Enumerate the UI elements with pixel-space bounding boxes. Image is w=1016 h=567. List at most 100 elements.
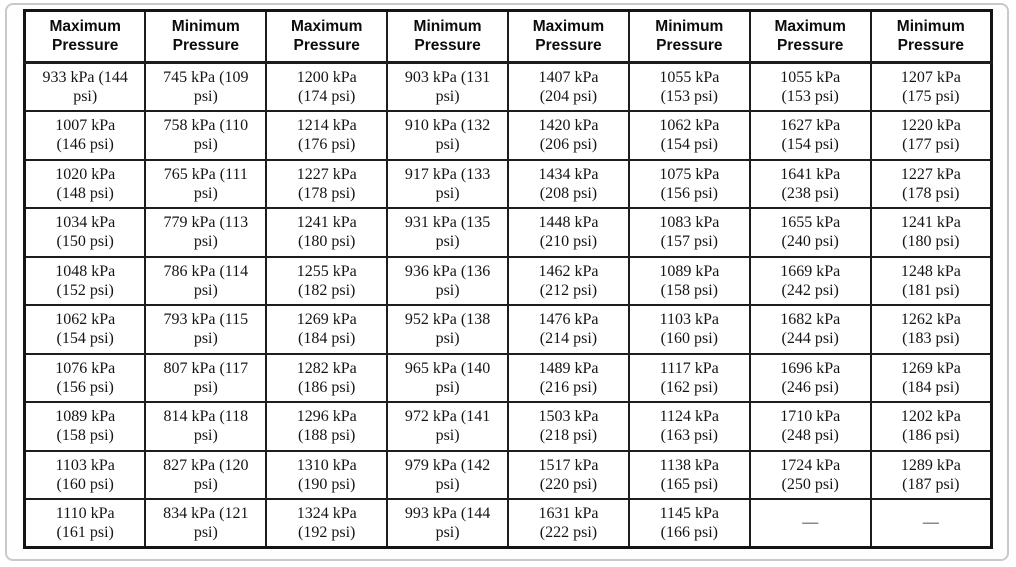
column-header: Minimum Pressure: [869, 9, 993, 64]
table-cell: 1241 kPa (180 psi): [265, 207, 389, 258]
table-row: 1034 kPa (150 psi) 779 kPa (113 psi) 1241 …: [23, 207, 993, 258]
column-header: Maximum Pressure: [507, 9, 630, 64]
table-cell: 1227 kPa (178 psi): [265, 158, 389, 209]
table-cell: 1207 kPa (175 psi): [869, 61, 993, 112]
table-cell: 1202 kPa (186 psi): [869, 401, 993, 452]
table-cell: 1062 kPa (154 psi): [23, 304, 147, 355]
table-cell: 1062 kPa (154 psi): [627, 110, 751, 161]
table-cell: —: [748, 498, 872, 549]
table-cell: 786 kPa (114 psi): [144, 255, 268, 306]
table-cell: 814 kPa (118 psi): [144, 401, 268, 452]
table-cell: 965 kPa (140 psi): [386, 352, 509, 403]
table-cell: —: [869, 498, 993, 549]
table-cell: 1503 kPa (218 psi): [507, 401, 630, 452]
table-cell: 933 kPa (144 psi): [23, 61, 147, 112]
table-cell: 1007 kPa (146 psi): [23, 110, 147, 161]
table-cell: 1103 kPa (160 psi): [23, 449, 147, 500]
table-row: 1007 kPa (146 psi) 758 kPa (110 psi) 1214 …: [23, 110, 993, 161]
table-cell: 834 kPa (121 psi): [144, 498, 268, 549]
table-cell: 765 kPa (111 psi): [144, 158, 268, 209]
table-cell: 1076 kPa (156 psi): [23, 352, 147, 403]
table-cell: 1241 kPa (180 psi): [869, 207, 993, 258]
table-cell: 779 kPa (113 psi): [144, 207, 268, 258]
table-cell: 903 kPa (131 psi): [386, 61, 509, 112]
header-row: Maximum Pressure Minimum Pressure Maximum …: [23, 9, 993, 64]
table-cell: 807 kPa (117 psi): [144, 352, 268, 403]
column-header: Maximum Pressure: [23, 9, 147, 64]
table-row: 1020 kPa (148 psi) 765 kPa (111 psi) 1227 …: [23, 158, 993, 209]
table-row: 1062 kPa (154 psi) 793 kPa (115 psi) 1269 …: [23, 304, 993, 355]
table-cell: 1255 kPa (182 psi): [265, 255, 389, 306]
table-cell: 1476 kPa (214 psi): [507, 304, 630, 355]
table-cell: 1124 kPa (163 psi): [627, 401, 751, 452]
table-cell: 1434 kPa (208 psi): [507, 158, 630, 209]
table-cell: 1631 kPa (222 psi): [507, 498, 630, 549]
column-header: Minimum Pressure: [386, 9, 509, 64]
table-row: 1076 kPa (156 psi) 807 kPa (117 psi) 1282 …: [23, 352, 993, 403]
table-cell: 1407 kPa (204 psi): [507, 61, 630, 112]
table-row: 1048 kPa (152 psi) 786 kPa (114 psi) 1255 …: [23, 255, 993, 306]
table-row: 1110 kPa (161 psi) 834 kPa (121 psi) 1324 …: [23, 498, 993, 549]
table-cell: 972 kPa (141 psi): [386, 401, 509, 452]
table-cell: 1083 kPa (157 psi): [627, 207, 751, 258]
table-cell: 1641 kPa (238 psi): [748, 158, 872, 209]
table-cell: 1075 kPa (156 psi): [627, 158, 751, 209]
table-cell: 1214 kPa (176 psi): [265, 110, 389, 161]
table-cell: 1248 kPa (181 psi): [869, 255, 993, 306]
table-row: 933 kPa (144 psi) 745 kPa (109 psi) 1200 k…: [23, 61, 993, 112]
column-header: Maximum Pressure: [265, 9, 389, 64]
table-cell: 1048 kPa (152 psi): [23, 255, 147, 306]
table-cell: 1682 kPa (244 psi): [748, 304, 872, 355]
table-row: 1103 kPa (160 psi) 827 kPa (120 psi) 1310 …: [23, 449, 993, 500]
table-cell: 1055 kPa (153 psi): [748, 61, 872, 112]
table-cell: 1296 kPa (188 psi): [265, 401, 389, 452]
table-cell: 1655 kPa (240 psi): [748, 207, 872, 258]
table-cell: 1724 kPa (250 psi): [748, 449, 872, 500]
table-cell: 1034 kPa (150 psi): [23, 207, 147, 258]
table-cell: 1089 kPa (158 psi): [23, 401, 147, 452]
table-cell: 1220 kPa (177 psi): [869, 110, 993, 161]
table-cell: 1669 kPa (242 psi): [748, 255, 872, 306]
column-header: Minimum Pressure: [627, 9, 751, 64]
table-cell: 1103 kPa (160 psi): [627, 304, 751, 355]
table-cell: 1710 kPa (248 psi): [748, 401, 872, 452]
table-cell: 1310 kPa (190 psi): [265, 449, 389, 500]
table-cell: 917 kPa (133 psi): [386, 158, 509, 209]
table-cell: 1282 kPa (186 psi): [265, 352, 389, 403]
table-cell: 1269 kPa (184 psi): [265, 304, 389, 355]
table-cell: 993 kPa (144 psi): [386, 498, 509, 549]
table-cell: 1269 kPa (184 psi): [869, 352, 993, 403]
table-cell: 1117 kPa (162 psi): [627, 352, 751, 403]
table-cell: 1089 kPa (158 psi): [627, 255, 751, 306]
table-cell: 827 kPa (120 psi): [144, 449, 268, 500]
table-cell: 793 kPa (115 psi): [144, 304, 268, 355]
table-cell: 952 kPa (138 psi): [386, 304, 509, 355]
table-cell: 936 kPa (136 psi): [386, 255, 509, 306]
table-cell: 1324 kPa (192 psi): [265, 498, 389, 549]
table-cell: 931 kPa (135 psi): [386, 207, 509, 258]
table-cell: 1020 kPa (148 psi): [23, 158, 147, 209]
table-cell: 1696 kPa (246 psi): [748, 352, 872, 403]
table-cell: 1110 kPa (161 psi): [23, 498, 147, 549]
column-header: Minimum Pressure: [144, 9, 268, 64]
table-cell: 1489 kPa (216 psi): [507, 352, 630, 403]
table-body: 933 kPa (144 psi) 745 kPa (109 psi) 1200 k…: [23, 61, 993, 549]
table-cell: 758 kPa (110 psi): [144, 110, 268, 161]
table-cell: 910 kPa (132 psi): [386, 110, 509, 161]
table-cell: 1448 kPa (210 psi): [507, 207, 630, 258]
table-cell: 979 kPa (142 psi): [386, 449, 509, 500]
table-cell: 1627 kPa (154 psi): [748, 110, 872, 161]
table-cell: 1262 kPa (183 psi): [869, 304, 993, 355]
table-cell: 1289 kPa (187 psi): [869, 449, 993, 500]
table-cell: 1138 kPa (165 psi): [627, 449, 751, 500]
column-header: Maximum Pressure: [748, 9, 872, 64]
table-cell: 1462 kPa (212 psi): [507, 255, 630, 306]
table-cell: 1145 kPa (166 psi): [627, 498, 751, 549]
table-cell: 1055 kPa (153 psi): [627, 61, 751, 112]
table-cell: 745 kPa (109 psi): [144, 61, 268, 112]
table-cell: 1227 kPa (178 psi): [869, 158, 993, 209]
pressure-table: Maximum Pressure Minimum Pressure Maximum …: [23, 9, 993, 549]
table-header: Maximum Pressure Minimum Pressure Maximum …: [23, 9, 993, 64]
table-cell: 1420 kPa (206 psi): [507, 110, 630, 161]
table-cell: 1517 kPa (220 psi): [507, 449, 630, 500]
